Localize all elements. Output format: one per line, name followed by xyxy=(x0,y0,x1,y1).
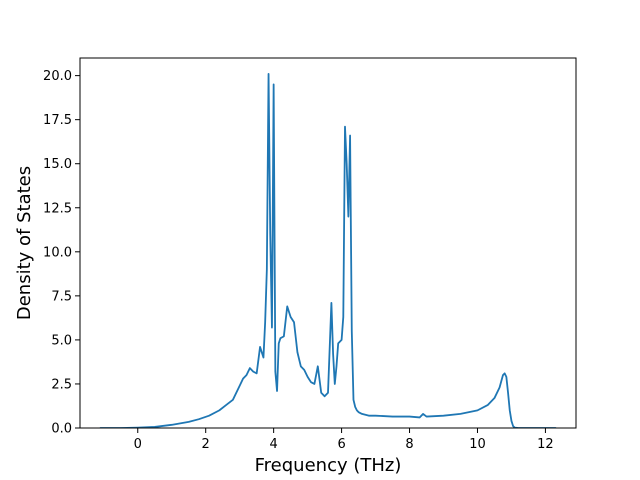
y-tick-label: 17.5 xyxy=(43,113,72,128)
y-tick-label: 2.5 xyxy=(51,377,72,392)
dos-series-line xyxy=(99,72,557,428)
x-tick-label: 6 xyxy=(337,437,345,452)
y-tick-label: 12.5 xyxy=(43,201,72,216)
plot-area xyxy=(99,72,557,428)
x-tick-label: 8 xyxy=(405,437,413,452)
y-tick-label: 20.0 xyxy=(43,69,72,84)
x-axis-ticks: 0 2 4 6 8 10 12 xyxy=(134,428,554,452)
y-tick-label: 10.0 xyxy=(43,245,72,260)
axes-frame xyxy=(79,57,577,429)
x-tick-label: 10 xyxy=(469,437,486,452)
x-tick-label: 2 xyxy=(202,437,210,452)
y-tick-label: 5.0 xyxy=(51,333,72,348)
y-axis-ticks: 0.0 2.5 5.0 7.5 10.0 12.5 15.0 17.5 20.0 xyxy=(43,69,80,437)
x-tick-label: 4 xyxy=(270,437,278,452)
y-tick-label: 0.0 xyxy=(51,422,72,437)
y-tick-label: 15.0 xyxy=(43,157,72,172)
y-axis-label: Density of States xyxy=(14,166,35,320)
y-tick-label: 7.5 xyxy=(51,289,72,304)
x-axis-label: Frequency (THz) xyxy=(255,455,402,476)
x-tick-label: 12 xyxy=(537,437,554,452)
x-tick-label: 0 xyxy=(134,437,142,452)
